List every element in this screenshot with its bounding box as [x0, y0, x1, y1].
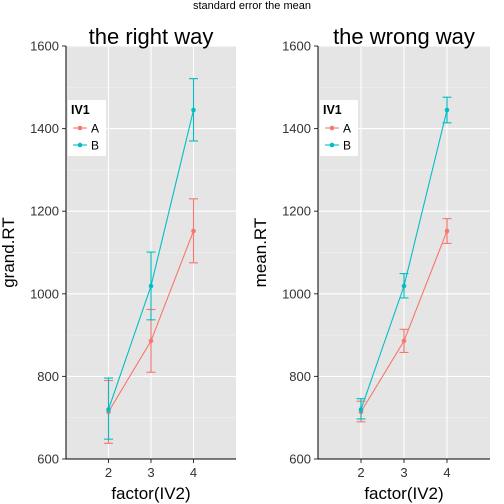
- chart-title: the wrong way: [333, 24, 475, 49]
- chart-panel-2: 600 800 1000 1200 1400 1600 2 3 4 the wrong way fa…: [251, 24, 490, 503]
- x-tick-label: 2: [105, 465, 112, 480]
- legend-title: IV1: [71, 103, 90, 117]
- y-tick-label: 1200: [30, 204, 59, 219]
- legend-key-point-A: [329, 125, 335, 131]
- y-tick-label: 1600: [282, 39, 311, 54]
- data-point-B: [444, 107, 450, 113]
- legend-label-A: A: [91, 122, 99, 136]
- legend-key-point-B: [329, 142, 335, 148]
- chart-panel-1: 600 800 1000 1200 1400 1600 2 3 4 the right way fa…: [0, 24, 236, 503]
- figure-suptitle: standard error the mean: [192, 0, 311, 12]
- data-point-B: [191, 107, 196, 113]
- y-tick-label: 800: [37, 369, 59, 384]
- legend-title: IV1: [323, 103, 342, 117]
- y-tick-label: 600: [37, 452, 59, 467]
- x-tick-label: 4: [443, 465, 450, 480]
- x-axis-label: factor(IV2): [111, 484, 190, 503]
- x-axis-label: factor(IV2): [364, 484, 443, 503]
- y-tick-label: 1400: [282, 121, 311, 136]
- legend-key-point-B: [77, 142, 83, 148]
- data-point-A: [191, 228, 196, 234]
- y-tick-label: 1200: [282, 204, 311, 219]
- legend-key-point-A: [77, 125, 83, 131]
- data-point-B: [401, 283, 407, 289]
- y-tick-label: 1400: [30, 121, 59, 136]
- y-tick-label: 1000: [30, 286, 59, 301]
- data-point-A: [444, 228, 450, 234]
- legend-label-B: B: [91, 139, 99, 153]
- y-tick-label: 1600: [30, 39, 59, 54]
- y-axis-label: grand.RT: [0, 217, 18, 288]
- data-point-B: [106, 407, 111, 412]
- data-point-B: [148, 283, 154, 289]
- data-point-A: [401, 338, 407, 344]
- y-tick-label: 1000: [282, 286, 311, 301]
- x-tick-label: 3: [147, 465, 154, 480]
- x-tick-label: 3: [400, 465, 407, 480]
- x-tick-label: 2: [357, 465, 364, 480]
- data-point-A: [148, 338, 154, 344]
- y-tick-label: 600: [289, 452, 311, 467]
- legend-label-A: A: [343, 122, 351, 136]
- data-point-B: [358, 407, 364, 412]
- y-tick-label: 800: [289, 369, 311, 384]
- y-axis-label: mean.RT: [251, 218, 270, 288]
- legend-label-B: B: [343, 139, 351, 153]
- chart-title: the right way: [89, 24, 214, 49]
- x-tick-label: 4: [190, 465, 197, 480]
